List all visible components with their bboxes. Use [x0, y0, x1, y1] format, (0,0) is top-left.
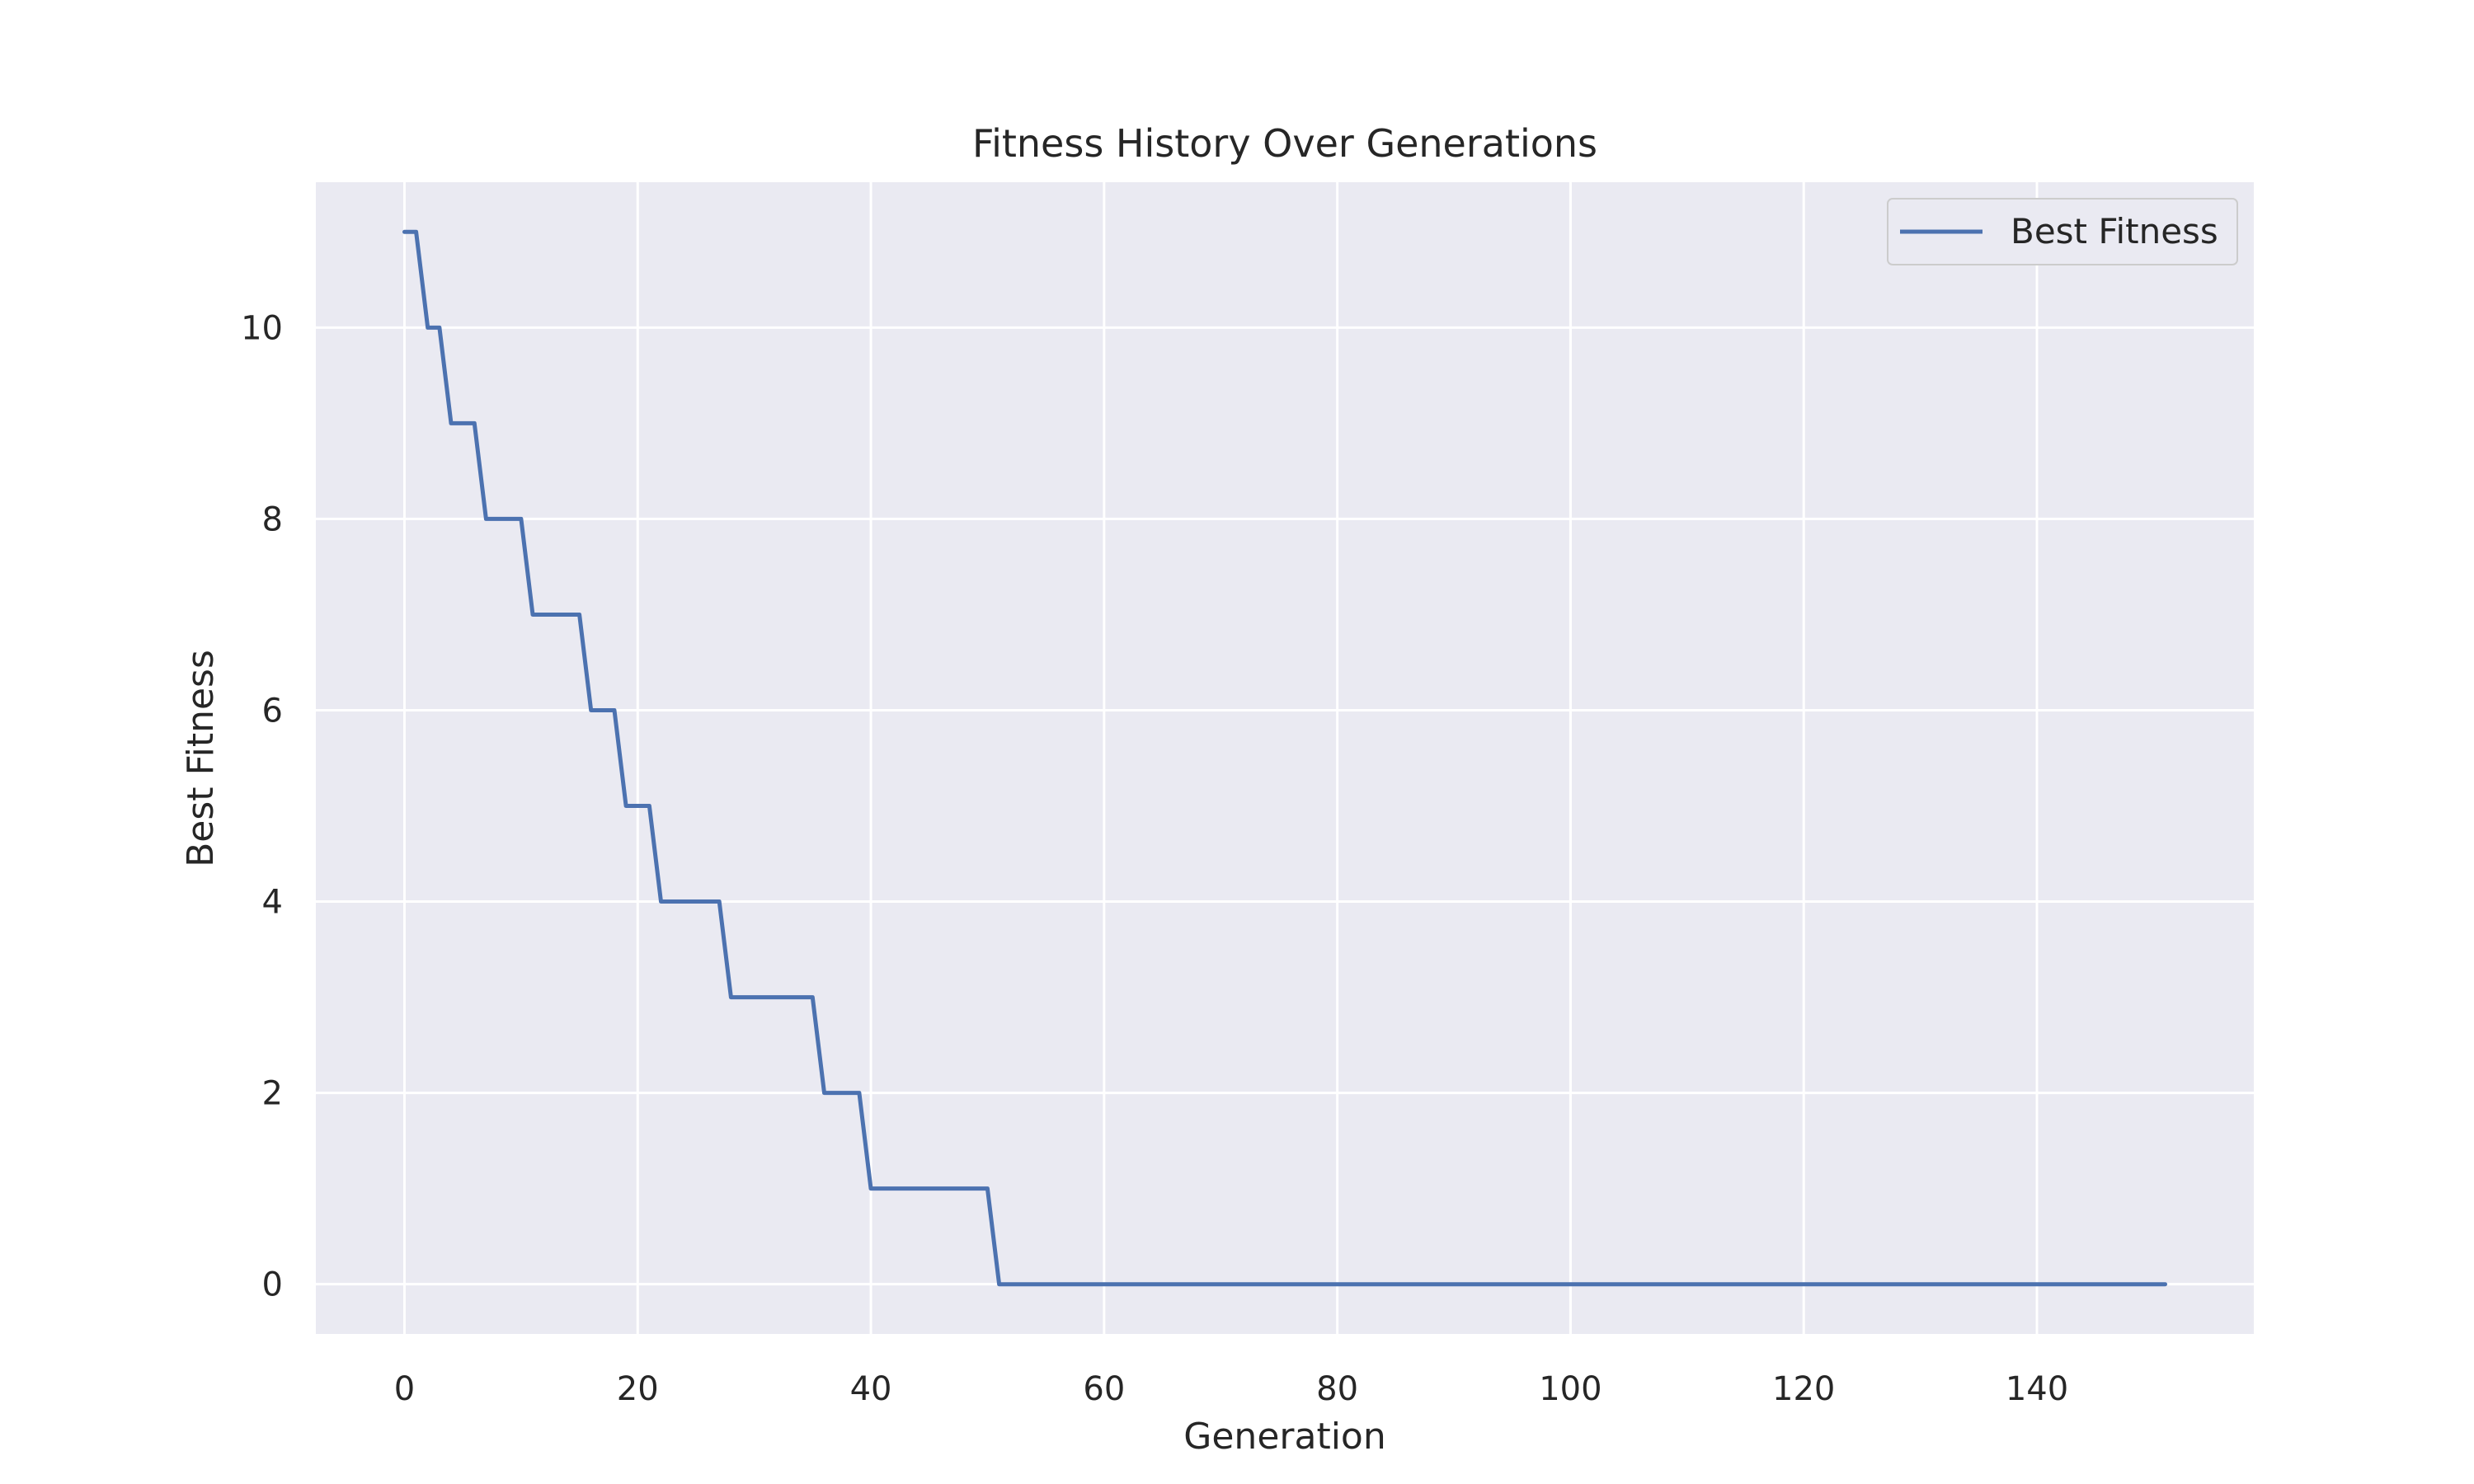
- grid-lines: [316, 182, 2254, 1334]
- x-tick-100: 100: [1539, 1370, 1602, 1408]
- series-line-0: [402, 229, 2167, 1287]
- y-axis-label: Best Fitness: [180, 650, 222, 867]
- x-tick-40: 40: [850, 1370, 892, 1408]
- legend-box: [1887, 198, 2238, 265]
- y-tick-4: 4: [262, 884, 283, 922]
- x-tick-120: 120: [1772, 1370, 1835, 1408]
- x-axis-label: Generation: [1183, 1416, 1385, 1458]
- y-tick-2: 2: [262, 1075, 283, 1113]
- y-tick-8: 8: [262, 500, 283, 538]
- y-tick-labels: 0 2 4 6 8 10: [241, 309, 283, 1303]
- x-tick-labels: 0 20 40 60 80 100 120 140: [394, 1370, 2068, 1408]
- legend: Best Fitness: [1887, 198, 2238, 265]
- x-tick-140: 140: [2006, 1370, 2068, 1408]
- legend-label-best-fitness: Best Fitness: [2011, 211, 2218, 251]
- x-tick-20: 20: [617, 1370, 659, 1408]
- series-layer: [402, 229, 2167, 1287]
- y-tick-0: 0: [262, 1266, 283, 1304]
- y-tick-6: 6: [262, 692, 283, 730]
- y-tick-10: 10: [241, 309, 283, 347]
- x-tick-80: 80: [1316, 1370, 1358, 1408]
- plot-background: [316, 182, 2254, 1334]
- chart-title: Fitness History Over Generations: [972, 121, 1597, 166]
- x-tick-60: 60: [1083, 1370, 1125, 1408]
- x-tick-0: 0: [394, 1370, 415, 1408]
